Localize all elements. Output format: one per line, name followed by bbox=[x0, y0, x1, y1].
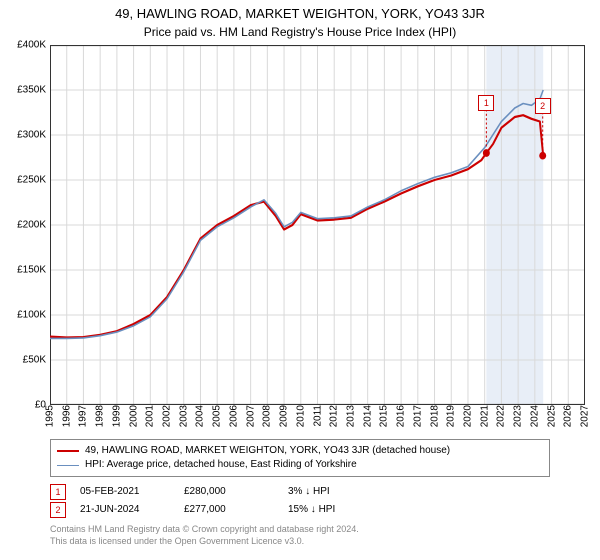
footer-line: Contains HM Land Registry data © Crown c… bbox=[50, 523, 550, 535]
x-tick-label: 2010 bbox=[295, 405, 306, 427]
x-tick-label: 1997 bbox=[78, 405, 89, 427]
x-tick-label: 2012 bbox=[329, 405, 340, 427]
x-tick-label: 2016 bbox=[396, 405, 407, 427]
legend-swatch bbox=[57, 450, 79, 452]
attribution-footer: Contains HM Land Registry data © Crown c… bbox=[50, 523, 550, 547]
x-tick-label: 2002 bbox=[162, 405, 173, 427]
x-tick-label: 1998 bbox=[95, 405, 106, 427]
y-tick-label: £350K bbox=[17, 85, 46, 96]
legend-item: HPI: Average price, detached house, East… bbox=[57, 458, 543, 472]
chart-container: 49, HAWLING ROAD, MARKET WEIGHTON, YORK,… bbox=[0, 0, 600, 560]
x-tick-label: 2015 bbox=[379, 405, 390, 427]
x-tick-label: 2017 bbox=[412, 405, 423, 427]
marker-delta: 3% ↓ HPI bbox=[288, 483, 378, 501]
page-subtitle: Price paid vs. HM Land Registry's House … bbox=[0, 21, 600, 45]
x-tick-label: 2007 bbox=[245, 405, 256, 427]
x-tick-label: 1999 bbox=[111, 405, 122, 427]
x-tick-label: 2009 bbox=[279, 405, 290, 427]
x-tick-label: 2027 bbox=[580, 405, 591, 427]
legend-item: 49, HAWLING ROAD, MARKET WEIGHTON, YORK,… bbox=[57, 444, 543, 458]
marker-index-box: 2 bbox=[50, 502, 66, 518]
marker-date: 21-JUN-2024 bbox=[80, 501, 170, 519]
y-tick-label: £250K bbox=[17, 175, 46, 186]
x-tick-label: 2011 bbox=[312, 405, 323, 427]
x-tick-label: 2018 bbox=[429, 405, 440, 427]
x-tick-label: 2014 bbox=[362, 405, 373, 427]
x-tick-label: 2023 bbox=[513, 405, 524, 427]
x-tick-label: 2024 bbox=[529, 405, 540, 427]
legend-label: HPI: Average price, detached house, East… bbox=[85, 458, 357, 472]
legend: 49, HAWLING ROAD, MARKET WEIGHTON, YORK,… bbox=[50, 439, 550, 477]
sale-marker-table: 1 05-FEB-2021 £280,000 3% ↓ HPI 2 21-JUN-2024… bbox=[50, 483, 550, 519]
chart-svg bbox=[50, 45, 585, 405]
x-tick-label: 2005 bbox=[212, 405, 223, 427]
x-tick-label: 2019 bbox=[446, 405, 457, 427]
x-tick-label: 2003 bbox=[178, 405, 189, 427]
x-tick-label: 2021 bbox=[479, 405, 490, 427]
x-tick-label: 2020 bbox=[462, 405, 473, 427]
x-tick-label: 2026 bbox=[563, 405, 574, 427]
x-tick-label: 2001 bbox=[145, 405, 156, 427]
marker-price: £277,000 bbox=[184, 501, 274, 519]
legend-label: 49, HAWLING ROAD, MARKET WEIGHTON, YORK,… bbox=[85, 444, 450, 458]
marker-index-box: 1 bbox=[50, 484, 66, 500]
marker-table-row: 2 21-JUN-2024 £277,000 15% ↓ HPI bbox=[50, 501, 550, 519]
legend-swatch bbox=[57, 465, 79, 466]
sale-marker-label: 2 bbox=[535, 98, 551, 114]
y-tick-label: £150K bbox=[17, 265, 46, 276]
sale-marker-label: 1 bbox=[478, 95, 494, 111]
x-tick-label: 1995 bbox=[45, 405, 56, 427]
y-tick-label: £50K bbox=[23, 355, 46, 366]
x-tick-label: 1996 bbox=[61, 405, 72, 427]
x-tick-label: 2000 bbox=[128, 405, 139, 427]
x-tick-label: 2025 bbox=[546, 405, 557, 427]
marker-table-row: 1 05-FEB-2021 £280,000 3% ↓ HPI bbox=[50, 483, 550, 501]
chart-plot-area: 12£0£50K£100K£150K£200K£250K£300K£350K£4… bbox=[50, 45, 585, 405]
x-tick-label: 2006 bbox=[228, 405, 239, 427]
x-tick-label: 2022 bbox=[496, 405, 507, 427]
x-axis: 1995199619971998199920002001200220032004… bbox=[50, 405, 585, 435]
page-title: 49, HAWLING ROAD, MARKET WEIGHTON, YORK,… bbox=[0, 0, 600, 21]
x-tick-label: 2013 bbox=[345, 405, 356, 427]
x-tick-label: 2004 bbox=[195, 405, 206, 427]
y-tick-label: £100K bbox=[17, 310, 46, 321]
y-tick-label: £300K bbox=[17, 130, 46, 141]
marker-price: £280,000 bbox=[184, 483, 274, 501]
footer-line: This data is licensed under the Open Gov… bbox=[50, 535, 550, 547]
marker-delta: 15% ↓ HPI bbox=[288, 501, 378, 519]
y-tick-label: £200K bbox=[17, 220, 46, 231]
marker-date: 05-FEB-2021 bbox=[80, 483, 170, 501]
y-tick-label: £400K bbox=[17, 40, 46, 51]
x-tick-label: 2008 bbox=[262, 405, 273, 427]
